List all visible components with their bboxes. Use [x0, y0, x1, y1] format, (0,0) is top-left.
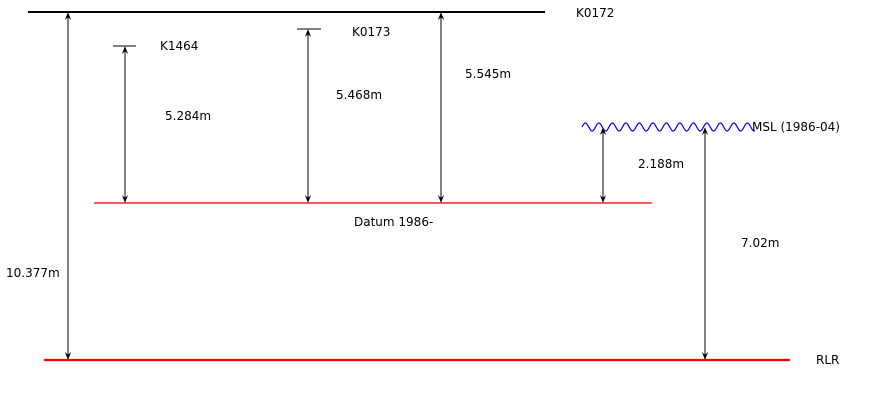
- datum-label: Datum 1986-: [354, 215, 433, 229]
- k0173-label: K0173: [352, 25, 390, 39]
- k0172-to-datum-value: 5.545m: [465, 67, 511, 81]
- k0172-label: K0172: [576, 6, 614, 20]
- k1464-to-datum-value: 5.284m: [165, 109, 211, 123]
- k0173-to-datum-value: 5.468m: [336, 88, 382, 102]
- k0172-to-rlr-value: 10.377m: [6, 266, 60, 280]
- msl-label: MSL (1986-04): [752, 120, 840, 134]
- msl-to-rlr-value: 7.02m: [741, 236, 779, 250]
- msl-to-datum-value: 2.188m: [638, 157, 684, 171]
- rlr-label: RLR: [816, 353, 839, 367]
- k1464-label: K1464: [160, 39, 198, 53]
- msl-wave-line: [581, 122, 756, 132]
